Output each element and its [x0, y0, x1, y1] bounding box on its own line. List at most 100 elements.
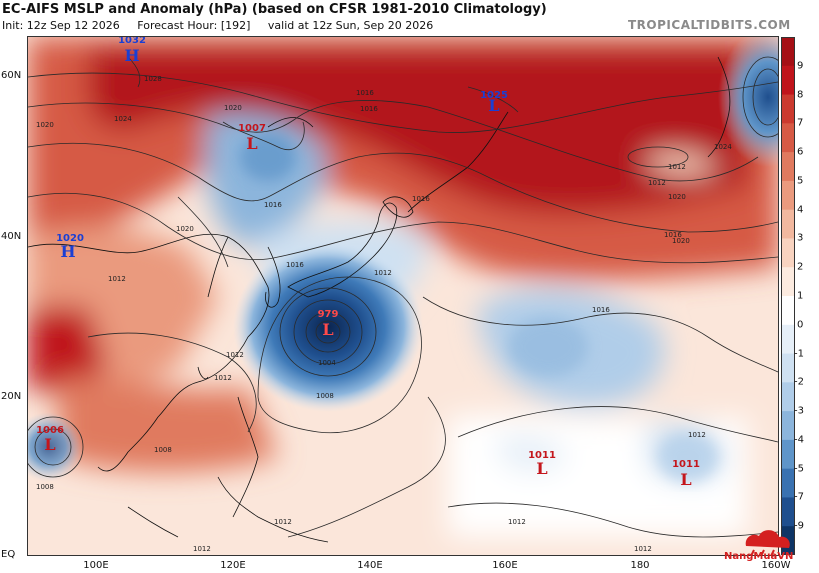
isobar-label: 1012: [668, 163, 686, 171]
site-brand: TROPICALTIDBITS.COM: [628, 18, 791, 32]
lon-label: 120E: [220, 560, 246, 571]
high-pressure-system: 1020 H: [56, 233, 84, 261]
colorbar-swatch: [781, 382, 795, 412]
system-value: 1006: [36, 425, 64, 436]
colorbar-swatch: [781, 353, 795, 383]
low-pressure-system: 979 L: [318, 309, 339, 339]
system-letter: H: [124, 46, 139, 65]
colorbar-swatch: [781, 37, 795, 67]
colorbar-swatch: [781, 209, 795, 239]
colorbar-label: 3: [797, 232, 804, 244]
colorbar-label: 0: [797, 319, 804, 331]
isobar-label: 1016: [412, 195, 430, 203]
low-pressure-system: 1011 L: [528, 450, 556, 478]
colorbar-label: -7: [794, 491, 804, 503]
anomaly-shading: [28, 37, 778, 555]
system-value: 979: [318, 309, 339, 320]
lon-label: 140E: [357, 560, 383, 571]
colorbar-label: -9: [794, 520, 804, 532]
map-canvas: 1028 1024 1020 1016 1020 1016 1012 1016 …: [28, 37, 778, 555]
colorbar-label: 5: [797, 175, 804, 187]
lat-label: 20N: [1, 391, 22, 402]
colorbar-swatch: [781, 152, 795, 182]
colorbar-label: 8: [797, 89, 804, 101]
isobar-label: 1012: [508, 518, 526, 526]
system-value: 1020: [56, 233, 84, 244]
system-letter: L: [680, 470, 691, 489]
colorbar-swatch: [781, 65, 795, 96]
isobar-label: 1016: [592, 306, 610, 314]
colorbar-swatch: [781, 180, 795, 211]
system-letter: L: [246, 134, 257, 153]
isobar-label: 1016: [286, 261, 304, 269]
lon-label: 160E: [492, 560, 518, 571]
watermark-text: NangMuaVN: [724, 551, 794, 562]
colorbar-swatch: [781, 468, 795, 498]
high-pressure-system: 1032 H: [118, 37, 146, 65]
colorbar-label: 2: [797, 261, 804, 273]
colorbar-swatch: [781, 94, 795, 124]
pressure-systems: 1032 H 1007 L 1025 L 1020 H 979 L 1006 L: [36, 37, 700, 489]
isobar-label: 1020: [36, 121, 54, 129]
anomaly-colorbar: [781, 37, 795, 555]
colorbar-swatch: [781, 267, 795, 297]
colorbar-swatch: [781, 123, 795, 153]
isobar-label: 1024: [714, 143, 732, 151]
isobar-label: 1008: [36, 483, 54, 491]
lon-label: 100E: [83, 560, 109, 571]
map-title: EC-AIFS MSLP and Anomaly (hPa) (based on…: [2, 2, 547, 17]
isobar-label: 1020: [668, 193, 686, 201]
init-time: Init: 12z Sep 12 2026: [2, 19, 120, 32]
isobar-label: 1012: [374, 269, 392, 277]
colorbar-swatch: [781, 238, 795, 268]
coastlines: [28, 56, 731, 543]
isobars: [28, 56, 778, 538]
low-pressure-system: 1011 L: [672, 459, 700, 489]
colorbar-swatch: [781, 324, 795, 355]
system-letter: H: [60, 242, 75, 261]
low-pressure-system: 1006 L: [36, 425, 64, 454]
lat-label: 60N: [1, 70, 22, 81]
colorbar-label: 6: [797, 146, 804, 158]
forecast-hour: Forecast Hour: [192]: [137, 19, 251, 32]
colorbar-label: 7: [797, 117, 804, 129]
isobar-label: 1016: [360, 105, 378, 113]
isobar-label: 1012: [108, 275, 126, 283]
isobar-label: 1016: [264, 201, 282, 209]
isobar-label: 1024: [114, 115, 132, 123]
colorbar-label: 1: [797, 290, 804, 302]
system-letter: L: [488, 96, 499, 115]
isobar-label: 1012: [226, 351, 244, 359]
isobar-label: 1012: [274, 518, 292, 526]
system-value: 1007: [238, 123, 266, 134]
isobar-label: 1012: [214, 374, 232, 382]
map-subtitle: Init: 12z Sep 12 2026 Forecast Hour: [19…: [2, 19, 447, 32]
isobar-label: 1012: [634, 545, 652, 553]
system-value: 1011: [528, 450, 556, 461]
system-value: 1025: [480, 90, 508, 101]
system-letter: L: [536, 459, 547, 478]
system-value: 1032: [118, 37, 146, 46]
low-pressure-system: 1025 L: [480, 90, 508, 115]
colorbar-label: 4: [797, 204, 804, 216]
low-pressure-system: 1007 L: [238, 123, 266, 153]
system-value: 1011: [672, 459, 700, 470]
colorbar-label: 9: [797, 60, 804, 72]
isobar-label: 1008: [316, 392, 334, 400]
lat-label: EQ: [1, 549, 16, 560]
lat-label: 40N: [1, 231, 22, 242]
colorbar-label: -1: [794, 348, 804, 360]
isobar-label: 1016: [356, 89, 374, 97]
colorbar-label: -4: [794, 434, 804, 446]
system-letter: L: [322, 320, 333, 339]
colorbar-swatch: [781, 296, 795, 326]
nangmuavn-logo: [745, 530, 790, 557]
colorbar-label: -5: [794, 463, 804, 475]
colorbar-swatch: [781, 497, 795, 527]
isobar-label: 1020: [224, 104, 242, 112]
isobar-label: 1020: [672, 237, 690, 245]
colorbar-swatch: [781, 411, 795, 441]
system-letter: L: [44, 435, 55, 454]
valid-time: valid at 12z Sun, Sep 20 2026: [267, 19, 434, 32]
colorbar-frame: [781, 37, 795, 555]
